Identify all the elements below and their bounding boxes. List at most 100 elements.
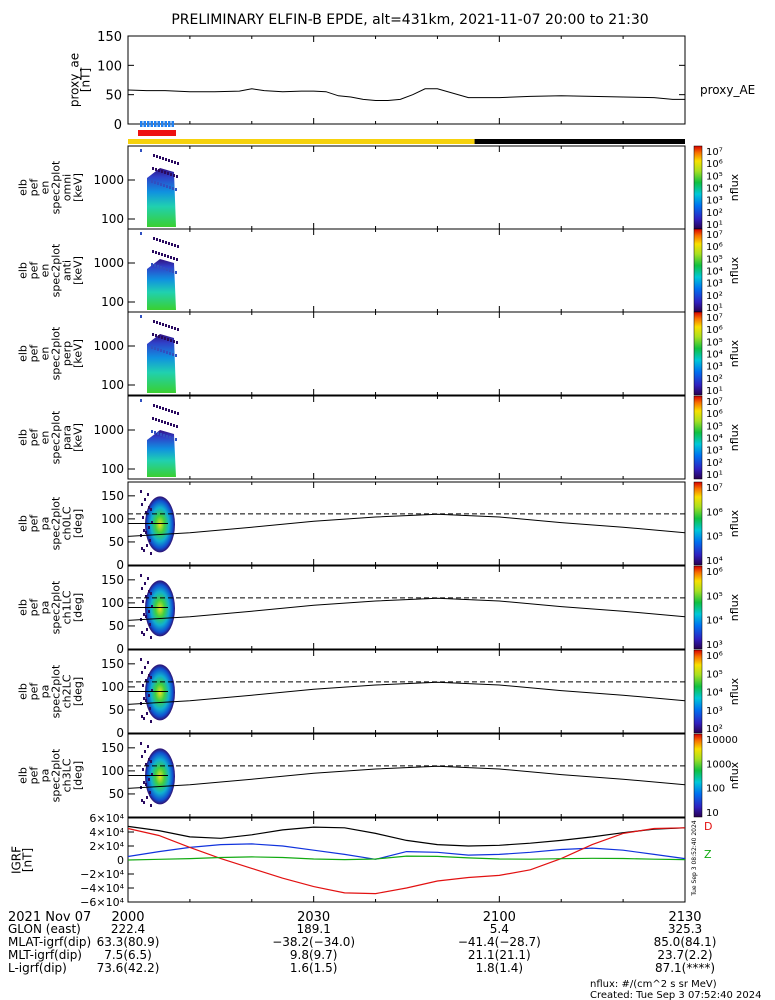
spectrogram-pixel: [157, 265, 159, 268]
ephemeris-value: 1.6(1.5): [290, 961, 338, 975]
collection-bar: [138, 130, 176, 136]
ae-ylabel: proxy_ae[nT]: [68, 53, 93, 107]
spectrogram-panel: 1000100elbpefenspec2plotanti[keV]10⁷10⁶1…: [17, 228, 741, 314]
spectrogram-pixel: [171, 160, 173, 163]
ytick-label: 50: [109, 703, 124, 717]
spectrogram-pixel: [151, 430, 153, 433]
colorbar-label: nflux: [728, 173, 741, 201]
colorbar-tick-label: 10⁴: [706, 350, 723, 361]
ephemeris-value: 7.5(6.5): [104, 948, 152, 962]
pitch-pixel: [146, 796, 148, 799]
colorbar-tick-label: 10000: [706, 735, 738, 746]
spectrogram-pixel: [173, 424, 175, 427]
spectrogram-panel: 1000100elbpefenspec2plotomni[keV]10⁷10⁶1…: [17, 145, 741, 231]
colorbar-tick-label: 10⁵: [706, 421, 723, 432]
colorbar-tick-label: 10¹: [706, 386, 723, 397]
pitch-pixel: [148, 694, 150, 697]
pitch-pixel: [146, 628, 148, 631]
colorbar-tick-label: 10⁵: [706, 591, 723, 602]
ytick-label: 0: [116, 558, 124, 572]
pitch-panel: 150 100 50 0 elbpefpaspec2plotch2LC[deg] 10⁶ 1…: [17, 649, 741, 740]
spectrogram-pixel: [163, 184, 165, 187]
pitch-panel: 150 100 50 0 elbpefpaspec2plotch1LC[deg] 10⁶ 1…: [17, 565, 741, 656]
spectrogram-pixel: [156, 155, 158, 158]
ytick-label: 100: [101, 462, 124, 476]
spectrogram-pixel: [169, 269, 171, 272]
spectrogram-pixel: [158, 419, 160, 422]
spectrogram-pixel: [171, 410, 173, 413]
science-zone-tick: [168, 121, 171, 127]
pitch-pixel: [141, 755, 143, 758]
spectrogram-pixel: [170, 256, 172, 259]
spectrogram-pixel: [164, 337, 166, 340]
spectrogram-pixel: [174, 244, 176, 247]
spectrogram-pixel: [152, 250, 154, 253]
colorbar-tick-label: 10¹: [706, 303, 723, 314]
spectrogram-pixel: [169, 436, 171, 439]
colorbar-tick-label: 10³: [706, 446, 723, 457]
panel-ylabel: elbpefpaspec2plotch0LC[deg]: [17, 496, 85, 550]
spectrogram-pixel: [172, 353, 174, 356]
colorbar-tick-label: 10⁶: [706, 325, 723, 336]
spectrogram-pixel: [173, 340, 175, 343]
spectrogram-pixel: [177, 328, 179, 331]
pitch-pixel: [150, 508, 152, 511]
ytick-label: 150: [101, 489, 124, 503]
pitch-pixel: [148, 674, 150, 677]
spectrogram-pixel: [152, 167, 154, 170]
igrf-ytick-label: −6×10⁴: [80, 896, 124, 909]
pitch-pixel: [141, 715, 143, 718]
pitch-pixel: [142, 600, 144, 603]
colorbar: [693, 733, 703, 818]
ephemeris-value: 87.1(****): [655, 961, 715, 975]
side-timestamp: Tue Sep 3 08:52:40 2024: [691, 820, 698, 896]
igrf-ytick-label: 0: [117, 854, 124, 867]
colorbar-label: nflux: [728, 509, 741, 537]
spectrogram-pixel: [174, 411, 176, 414]
spectrogram-pixel: [163, 434, 165, 437]
ytick-label: 100: [101, 295, 124, 309]
pitch-pixel: [148, 506, 150, 509]
spectrogram-pixel: [161, 170, 163, 173]
ytick-label: 0: [116, 642, 124, 656]
pitch-pixel: [150, 676, 152, 679]
ephemeris-value: 222.4: [111, 922, 145, 936]
ephemeris-value: −38.2(−34.0): [272, 935, 355, 949]
colorbar-tick-label: 10⁶: [706, 409, 723, 420]
spectrogram-pixel: [168, 242, 170, 245]
spectrogram-pixel: [152, 333, 154, 336]
pitch-pixel: [144, 750, 146, 753]
pitch-patch: [145, 664, 175, 721]
science-zone-tick: [171, 121, 174, 127]
ephemeris-value: 325.3: [668, 922, 702, 936]
spectrogram-pixel: [172, 187, 174, 190]
panel-frame: [127, 649, 686, 734]
ytick-label: 50: [109, 619, 124, 633]
colorbar-label: nflux: [728, 339, 741, 367]
pitch-pixel: [143, 549, 145, 552]
igrf-ytick-label: 4×10⁴: [89, 826, 124, 839]
spectrogram-pixel: [160, 183, 162, 186]
ephemeris-value: 21.1(21.1): [468, 948, 531, 962]
colorbar: [693, 395, 703, 480]
spectrogram-pixel: [175, 438, 177, 441]
spectrogram-pixel: [162, 407, 164, 410]
science-zone-tick: [161, 121, 164, 127]
spectrogram-pixel: [172, 270, 174, 273]
spectrogram-pixel: [155, 418, 157, 421]
pitch-pixel: [145, 615, 147, 618]
pitch-pixel: [141, 547, 143, 550]
spectrogram-pixel: [164, 254, 166, 257]
pitch-pixel: [146, 544, 148, 547]
panel-frame: [127, 733, 686, 818]
spectrogram-pixel: [155, 334, 157, 337]
spectrogram-pixel: [158, 169, 160, 172]
ytick-label: 50: [109, 535, 124, 549]
spectrogram-pixel: [156, 238, 158, 241]
time-tick-label: 2000: [111, 910, 144, 925]
pitch-pixel: [141, 503, 143, 506]
spectrogram-pixel: [170, 339, 172, 342]
colorbar-tick-label: 10⁴: [706, 556, 723, 567]
pitch-patch: [145, 580, 175, 637]
